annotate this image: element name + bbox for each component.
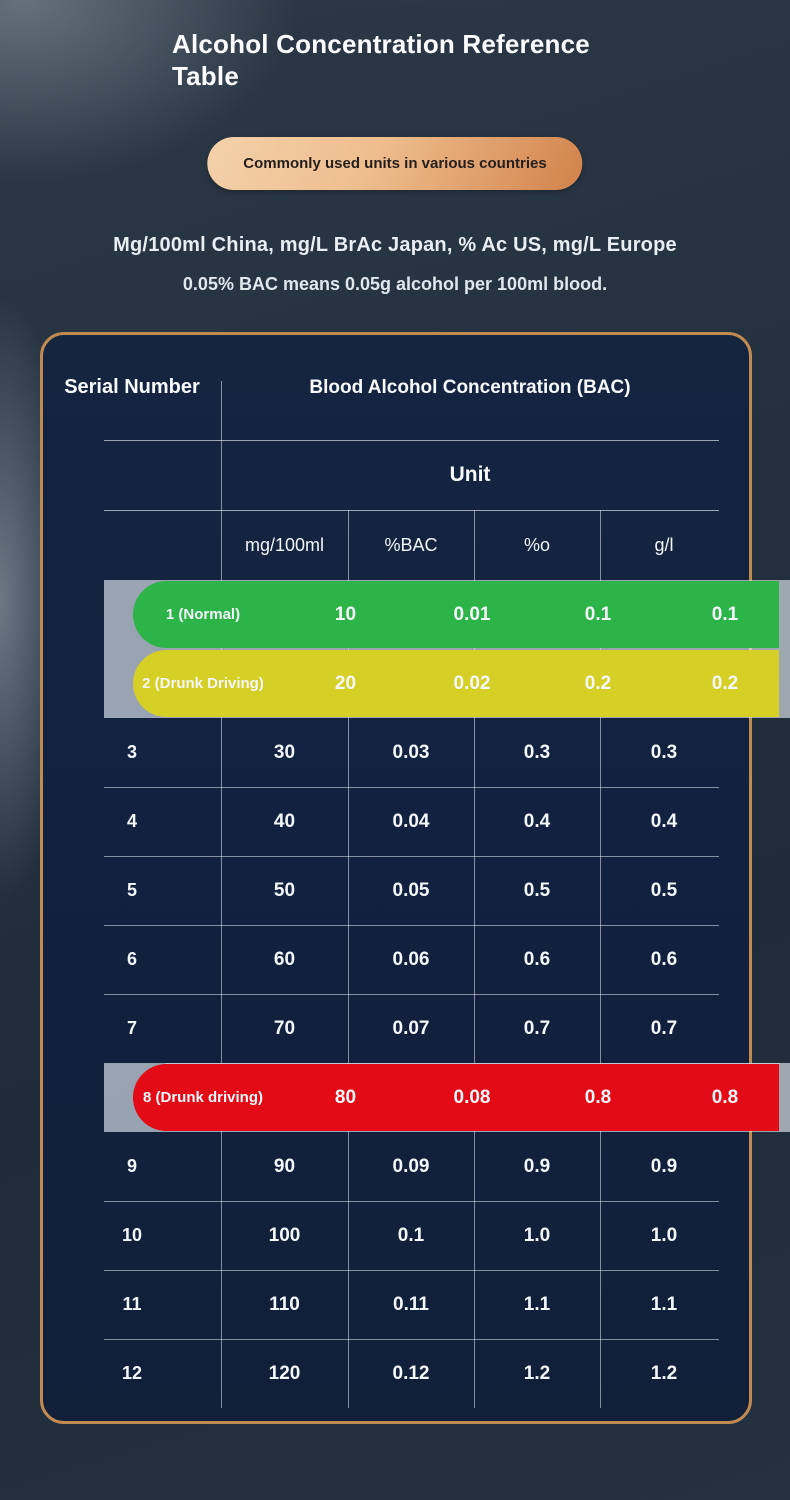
cell-permille: 0.5 bbox=[523, 879, 551, 901]
serial-cell: 5 bbox=[126, 880, 137, 900]
cell-g-per-l: 0.3 bbox=[650, 741, 678, 763]
cell-mg100ml: 90 bbox=[273, 1155, 296, 1177]
serial-cell: 6 bbox=[126, 949, 137, 969]
cell-g-per-l: 0.1 bbox=[711, 603, 739, 625]
cell-g-per-l: 0.8 bbox=[711, 1086, 739, 1108]
cell-percent-bac: 0.06 bbox=[392, 948, 430, 970]
cell-permille: 0.6 bbox=[523, 948, 551, 970]
cell-permille: 0.1 bbox=[584, 603, 612, 625]
grid-line-vertical bbox=[474, 510, 475, 1408]
table-row: 2 (Drunk Driving) 20 0.02 0.2 0.2 bbox=[104, 649, 790, 718]
serial-cell: 11 bbox=[122, 1294, 142, 1314]
cell-permille: 0.7 bbox=[523, 1017, 551, 1039]
cell-percent-bac: 0.03 bbox=[392, 741, 430, 763]
cell-percent-bac: 0.01 bbox=[453, 603, 491, 625]
cell-percent-bac: 0.1 bbox=[397, 1224, 425, 1246]
cell-mg100ml: 10 bbox=[334, 603, 357, 625]
column-header-mg100ml: mg/100ml bbox=[244, 534, 325, 555]
table-row: 12 120 0.12 1.2 1.2 bbox=[43, 1339, 749, 1408]
cell-percent-bac: 0.12 bbox=[392, 1362, 430, 1384]
bac-group-header: Blood Alcohol Concentration (BAC) bbox=[309, 376, 631, 398]
table-row: 1 (Normal) 10 0.01 0.1 0.1 bbox=[104, 580, 790, 649]
badge-label: Commonly used units in various countries bbox=[243, 155, 547, 172]
cell-g-per-l: 0.2 bbox=[711, 672, 739, 694]
cell-percent-bac: 0.07 bbox=[392, 1017, 430, 1039]
definition-note: 0.05% BAC means 0.05g alcohol per 100ml … bbox=[182, 274, 608, 294]
page-title: Alcohol Concentration Reference Table bbox=[172, 29, 590, 91]
cell-percent-bac: 0.05 bbox=[392, 879, 430, 901]
serial-cell: 3 bbox=[126, 742, 137, 762]
table-row: 11 110 0.11 1.1 1.1 bbox=[43, 1270, 749, 1339]
column-header-percent-bac: %BAC bbox=[384, 534, 438, 555]
table-row: 7 70 0.07 0.7 0.7 bbox=[43, 994, 749, 1063]
serial-cell: 7 bbox=[126, 1018, 137, 1038]
row-highlight-band bbox=[133, 1064, 779, 1131]
cell-mg100ml: 70 bbox=[273, 1017, 296, 1039]
cell-g-per-l: 1.2 bbox=[650, 1362, 678, 1384]
serial-cell: 4 bbox=[126, 811, 137, 831]
serial-cell: 9 bbox=[126, 1156, 137, 1176]
cell-mg100ml: 80 bbox=[334, 1086, 357, 1108]
cell-g-per-l: 0.5 bbox=[650, 879, 678, 901]
cell-percent-bac: 0.08 bbox=[453, 1086, 491, 1108]
unit-columns-row: mg/100ml %BAC %o g/l bbox=[43, 510, 749, 580]
cell-mg100ml: 30 bbox=[273, 741, 296, 763]
cell-mg100ml: 20 bbox=[334, 672, 357, 694]
grid-line-vertical bbox=[348, 510, 349, 1408]
grid-line-horizontal bbox=[104, 510, 719, 511]
badge-pill: Commonly used units in various countries bbox=[207, 137, 583, 190]
cell-g-per-l: 0.6 bbox=[650, 948, 678, 970]
units-note: Mg/100ml China, mg/L BrAc Japan, % Ac US… bbox=[113, 234, 677, 256]
cell-g-per-l: 1.1 bbox=[650, 1293, 678, 1315]
table-row: 10 100 0.1 1.0 1.0 bbox=[43, 1201, 749, 1270]
grid-line-vertical bbox=[600, 510, 601, 1408]
cell-permille: 1.2 bbox=[523, 1362, 551, 1384]
serial-cell: 10 bbox=[121, 1225, 143, 1245]
row-highlight-band bbox=[133, 650, 779, 717]
cell-permille: 0.2 bbox=[584, 672, 612, 694]
cell-permille: 1.0 bbox=[523, 1224, 551, 1246]
cell-mg100ml: 110 bbox=[269, 1293, 300, 1315]
serial-number-header: Serial Number bbox=[64, 376, 200, 398]
serial-cell: 8 (Drunk driving) bbox=[142, 1088, 263, 1106]
serial-cell: 12 bbox=[121, 1363, 143, 1383]
unit-header: Unit bbox=[449, 463, 491, 486]
cell-g-per-l: 0.4 bbox=[650, 810, 678, 832]
table-body: 1 (Normal) 10 0.01 0.1 0.1 2 (Drunk Driv… bbox=[43, 580, 790, 1408]
cell-permille: 0.4 bbox=[523, 810, 551, 832]
cell-mg100ml: 50 bbox=[273, 879, 296, 901]
cell-percent-bac: 0.04 bbox=[392, 810, 430, 832]
cell-permille: 1.1 bbox=[523, 1293, 551, 1315]
column-header-permille: %o bbox=[523, 534, 550, 555]
cell-mg100ml: 100 bbox=[268, 1224, 301, 1246]
table-row: 5 50 0.05 0.5 0.5 bbox=[43, 856, 749, 925]
cell-percent-bac: 0.02 bbox=[453, 672, 491, 694]
cell-g-per-l: 0.9 bbox=[650, 1155, 678, 1177]
cell-permille: 0.8 bbox=[584, 1086, 612, 1108]
cell-g-per-l: 1.0 bbox=[650, 1224, 678, 1246]
table-row: 8 (Drunk driving) 80 0.08 0.8 0.8 bbox=[104, 1063, 790, 1132]
cell-percent-bac: 0.09 bbox=[392, 1155, 430, 1177]
cell-mg100ml: 120 bbox=[268, 1362, 301, 1384]
table-row: 9 90 0.09 0.9 0.9 bbox=[43, 1132, 749, 1201]
grid-line-horizontal bbox=[104, 440, 719, 441]
bac-table: Serial Number Blood Alcohol Concentratio… bbox=[40, 332, 790, 1424]
table-row: 3 30 0.03 0.3 0.3 bbox=[43, 718, 749, 787]
cell-mg100ml: 40 bbox=[273, 810, 296, 832]
table-row: 6 60 0.06 0.6 0.6 bbox=[43, 925, 749, 994]
serial-cell: 2 (Drunk Driving) bbox=[142, 674, 264, 692]
cell-percent-bac: 0.11 bbox=[393, 1293, 429, 1315]
table-row: 4 40 0.04 0.4 0.4 bbox=[43, 787, 749, 856]
cell-permille: 0.3 bbox=[523, 741, 551, 763]
grid-line-vertical bbox=[221, 381, 222, 1408]
row-highlight-band bbox=[133, 581, 779, 648]
cell-g-per-l: 0.7 bbox=[650, 1017, 678, 1039]
cell-mg100ml: 60 bbox=[273, 948, 296, 970]
serial-cell: 1 (Normal) bbox=[165, 605, 241, 623]
spacer bbox=[43, 510, 221, 580]
column-header-g-per-l: g/l bbox=[654, 534, 674, 555]
cell-permille: 0.9 bbox=[523, 1155, 551, 1177]
